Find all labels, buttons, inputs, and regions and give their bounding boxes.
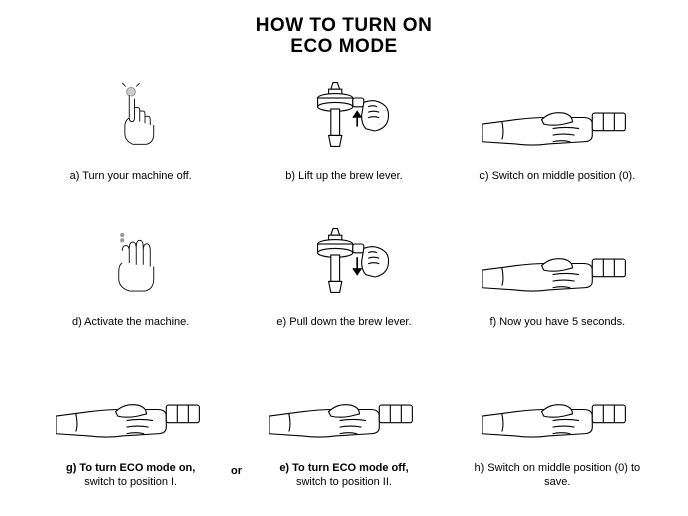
step-a-caption: a) Turn your machine off. bbox=[70, 170, 192, 184]
step-d-illustration bbox=[28, 214, 233, 310]
step-c: c) Switch on middle position (0). bbox=[455, 68, 660, 206]
step-h-caption: h) Switch on middle position (0) to save… bbox=[462, 462, 652, 490]
step-g-caption: g) To turn ECO mode on, switch to positi… bbox=[66, 462, 195, 490]
step-a: a) Turn your machine off. bbox=[28, 68, 233, 206]
page-title: HOW TO TURN ON ECO MODE bbox=[28, 16, 660, 58]
step-e: e) Pull down the brew lever. bbox=[241, 214, 446, 352]
step-b-illustration bbox=[241, 68, 446, 164]
step-e2-illustration bbox=[241, 360, 446, 456]
step-e-illustration bbox=[241, 214, 446, 310]
steps-grid: a) Turn your machine off. b) Lift up the… bbox=[28, 68, 660, 498]
step-f: f) Now you have 5 seconds. bbox=[455, 214, 660, 352]
step-g: g) To turn ECO mode on, switch to positi… bbox=[28, 360, 233, 498]
step-h: h) Switch on middle position (0) to save… bbox=[455, 360, 660, 498]
step-f-caption: f) Now you have 5 seconds. bbox=[489, 316, 625, 330]
step-g-illustration bbox=[28, 360, 233, 456]
title-line-1: HOW TO TURN ON bbox=[256, 15, 433, 36]
step-e-caption: e) Pull down the brew lever. bbox=[276, 316, 411, 330]
step-b-caption: b) Lift up the brew lever. bbox=[285, 170, 402, 184]
title-line-2: ECO MODE bbox=[290, 36, 397, 57]
or-label: or bbox=[231, 465, 242, 477]
step-e2: e) To turn ECO mode off, switch to posit… bbox=[241, 360, 446, 498]
step-a-illustration bbox=[28, 68, 233, 164]
step-b: b) Lift up the brew lever. bbox=[241, 68, 446, 206]
step-h-illustration bbox=[455, 360, 660, 456]
step-e2-caption: e) To turn ECO mode off, switch to posit… bbox=[279, 462, 408, 490]
step-d-caption: d) Activate the machine. bbox=[72, 316, 189, 330]
step-c-illustration bbox=[455, 68, 660, 164]
step-d: d) Activate the machine. bbox=[28, 214, 233, 352]
step-c-caption: c) Switch on middle position (0). bbox=[479, 170, 635, 184]
step-f-illustration bbox=[455, 214, 660, 310]
